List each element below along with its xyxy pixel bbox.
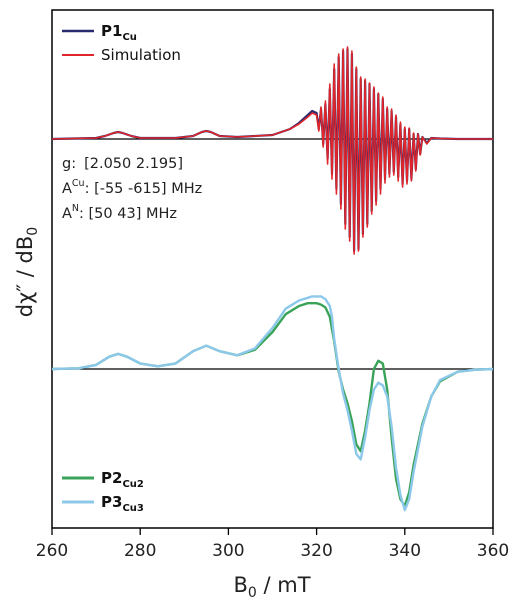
top-panel-series: [51, 46, 493, 255]
x-tick-label-360: 360: [477, 541, 509, 561]
x-tick-label-300: 300: [212, 541, 244, 561]
annotation-g: g: [2.050 2.195]: [62, 156, 183, 172]
simulation-parameters: g: [2.050 2.195] ACu: [-55 -615] MHz AN: …: [62, 156, 202, 222]
annotation-a-n: AN: [50 43] MHz: [62, 203, 177, 222]
annotation-a-cu: ACu: [-55 -615] MHz: [62, 178, 202, 197]
y-axis-title: dχ″ / dB0: [13, 227, 41, 317]
legend-label-p1cu: P1Cu: [101, 22, 137, 43]
x-tick-label-320: 320: [300, 541, 332, 561]
y-axis-title-sub: 0: [25, 227, 41, 236]
legend-label-simulation: Simulation: [101, 46, 181, 64]
x-tick-label-260: 260: [36, 541, 68, 561]
x-tick-label-340: 340: [389, 541, 421, 561]
legend-bottom: P2Cu2 P3Cu3: [62, 469, 144, 514]
x-axis-title: B0 / mT: [233, 573, 310, 601]
legend-label-p3cu3: P3Cu3: [101, 493, 144, 514]
legend-top: P1Cu Simulation: [62, 22, 181, 64]
x-axis-title-sub: 0: [248, 585, 257, 601]
x-axis-ticks: 260 280 300 320 340 360: [36, 528, 509, 561]
series-line-simulation: [51, 46, 493, 255]
x-tick-label-280: 280: [124, 541, 156, 561]
plot-frame: [51, 9, 494, 529]
bottom-panel-series: [51, 295, 494, 512]
legend-label-p2cu2: P2Cu2: [101, 469, 144, 490]
series-line-p3cu3: [51, 295, 494, 512]
